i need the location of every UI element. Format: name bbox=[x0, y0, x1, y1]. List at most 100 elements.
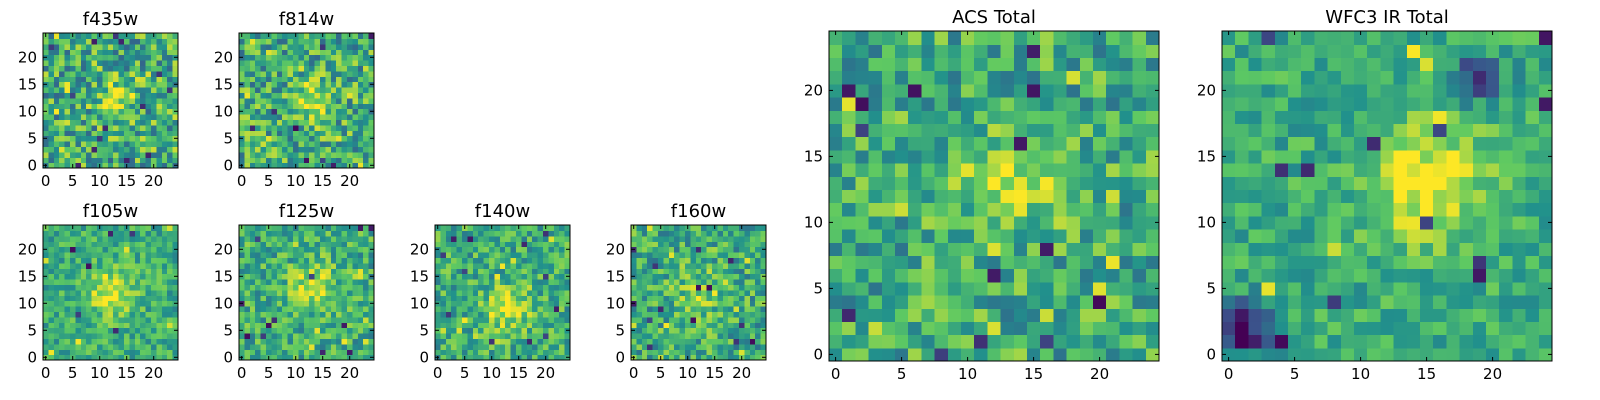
heatmap-cell bbox=[543, 230, 549, 237]
heatmap-cell bbox=[934, 281, 949, 296]
heatmap-cell bbox=[1393, 215, 1408, 230]
heatmap-cell bbox=[43, 268, 49, 275]
heatmap-cell bbox=[118, 333, 125, 339]
heatmap-cell bbox=[134, 295, 141, 302]
heatmap-cell bbox=[330, 92, 337, 99]
heatmap-cell bbox=[59, 97, 66, 104]
heatmap-cell bbox=[118, 241, 125, 248]
heatmap-cell bbox=[641, 230, 648, 237]
heatmap-cell bbox=[156, 97, 163, 104]
heatmap-cell bbox=[494, 306, 501, 312]
heatmap-cell bbox=[298, 246, 305, 253]
heatmap-cell bbox=[145, 262, 152, 269]
heatmap-cell bbox=[868, 308, 883, 322]
heatmap-cell bbox=[140, 338, 147, 345]
heatmap-cell bbox=[347, 333, 353, 339]
heatmap-cell bbox=[325, 65, 332, 72]
heatmap-cell bbox=[1288, 334, 1302, 349]
heatmap-cell bbox=[749, 311, 756, 318]
heatmap-cell bbox=[674, 311, 681, 318]
heatmap-cell bbox=[1145, 242, 1160, 256]
heatmap-cell bbox=[64, 49, 71, 56]
heatmap-cell bbox=[472, 338, 479, 345]
heatmap-cell bbox=[553, 262, 560, 269]
heatmap-cell bbox=[129, 97, 136, 104]
heatmap-cell bbox=[102, 114, 109, 120]
heatmap-cell bbox=[647, 225, 654, 231]
heatmap-cell bbox=[744, 241, 751, 248]
heatmap-cell bbox=[352, 241, 359, 248]
heatmap-cell bbox=[151, 49, 157, 56]
heatmap-cell bbox=[881, 321, 896, 336]
heatmap-cell bbox=[1235, 202, 1249, 217]
heatmap-cell bbox=[895, 295, 909, 309]
heatmap-cell bbox=[80, 157, 87, 164]
heatmap-cell bbox=[690, 300, 697, 307]
heatmap-cell bbox=[303, 262, 310, 269]
heatmap-cell bbox=[855, 110, 870, 124]
heatmap-cell bbox=[53, 230, 60, 237]
heatmap-cell bbox=[636, 322, 643, 329]
heatmap-cell bbox=[113, 92, 120, 99]
heatmap-cell bbox=[987, 202, 1002, 217]
heatmap-cell bbox=[526, 252, 533, 258]
heatmap-cell bbox=[1013, 308, 1028, 322]
heatmap-cell bbox=[48, 268, 55, 275]
heatmap-cell bbox=[1340, 176, 1355, 190]
panel-title: f140w bbox=[475, 201, 530, 222]
heatmap-cell bbox=[357, 306, 364, 312]
heatmap-cell bbox=[1446, 281, 1461, 296]
heatmap-cell bbox=[855, 149, 870, 164]
heatmap-cell bbox=[1512, 295, 1527, 309]
heatmap-cell bbox=[472, 295, 479, 302]
heatmap-cell bbox=[249, 92, 256, 99]
heatmap-cell bbox=[516, 306, 522, 312]
heatmap-cell bbox=[255, 230, 262, 237]
heatmap-cell bbox=[59, 306, 66, 312]
heatmap-cell bbox=[113, 333, 120, 339]
heatmap-cell bbox=[1053, 97, 1068, 111]
heatmap-cell bbox=[239, 349, 245, 356]
heatmap-cell bbox=[266, 300, 272, 307]
heatmap-cell bbox=[881, 31, 896, 45]
heatmap-cell bbox=[156, 246, 163, 253]
heatmap-cell bbox=[97, 81, 103, 88]
heatmap-cell bbox=[156, 92, 163, 99]
heatmap-cell bbox=[336, 157, 343, 164]
heatmap-cell bbox=[271, 70, 278, 77]
heatmap-cell bbox=[1222, 229, 1236, 243]
heatmap-cell bbox=[86, 43, 93, 50]
heatmap-cell bbox=[86, 87, 93, 93]
heatmap-cell bbox=[303, 230, 310, 237]
heatmap-cell bbox=[868, 202, 883, 217]
heatmap-cell bbox=[53, 54, 60, 61]
heatmap-cell bbox=[59, 300, 66, 307]
heatmap-cell bbox=[499, 338, 506, 345]
heatmap-cell bbox=[156, 306, 163, 312]
heatmap-cell bbox=[70, 311, 76, 318]
heatmap-cell bbox=[1248, 163, 1263, 177]
heatmap-cell bbox=[701, 225, 708, 231]
heatmap-cell bbox=[293, 60, 299, 66]
heatmap-cell bbox=[895, 149, 909, 164]
heatmap-cell bbox=[1406, 347, 1421, 362]
heatmap-cell bbox=[1040, 334, 1054, 349]
heatmap-cell bbox=[505, 241, 512, 248]
heatmap-cell bbox=[134, 60, 141, 66]
heatmap-cell bbox=[636, 268, 643, 275]
heatmap-cell bbox=[309, 306, 316, 312]
heatmap-cell bbox=[80, 235, 87, 242]
heatmap-cell bbox=[895, 242, 909, 256]
heatmap-cell bbox=[129, 284, 136, 291]
heatmap-cell bbox=[537, 316, 544, 323]
heatmap-cell bbox=[749, 289, 756, 296]
heatmap-cell bbox=[636, 349, 643, 356]
heatmap-cell bbox=[1145, 229, 1160, 243]
heatmap-cell bbox=[478, 273, 485, 280]
heatmap-cell bbox=[652, 284, 659, 291]
heatmap-cell bbox=[70, 257, 76, 264]
heatmap-cell bbox=[1525, 255, 1540, 270]
heatmap-cell bbox=[282, 97, 289, 104]
heatmap-cell bbox=[712, 241, 718, 248]
heatmap-cell bbox=[974, 334, 988, 349]
